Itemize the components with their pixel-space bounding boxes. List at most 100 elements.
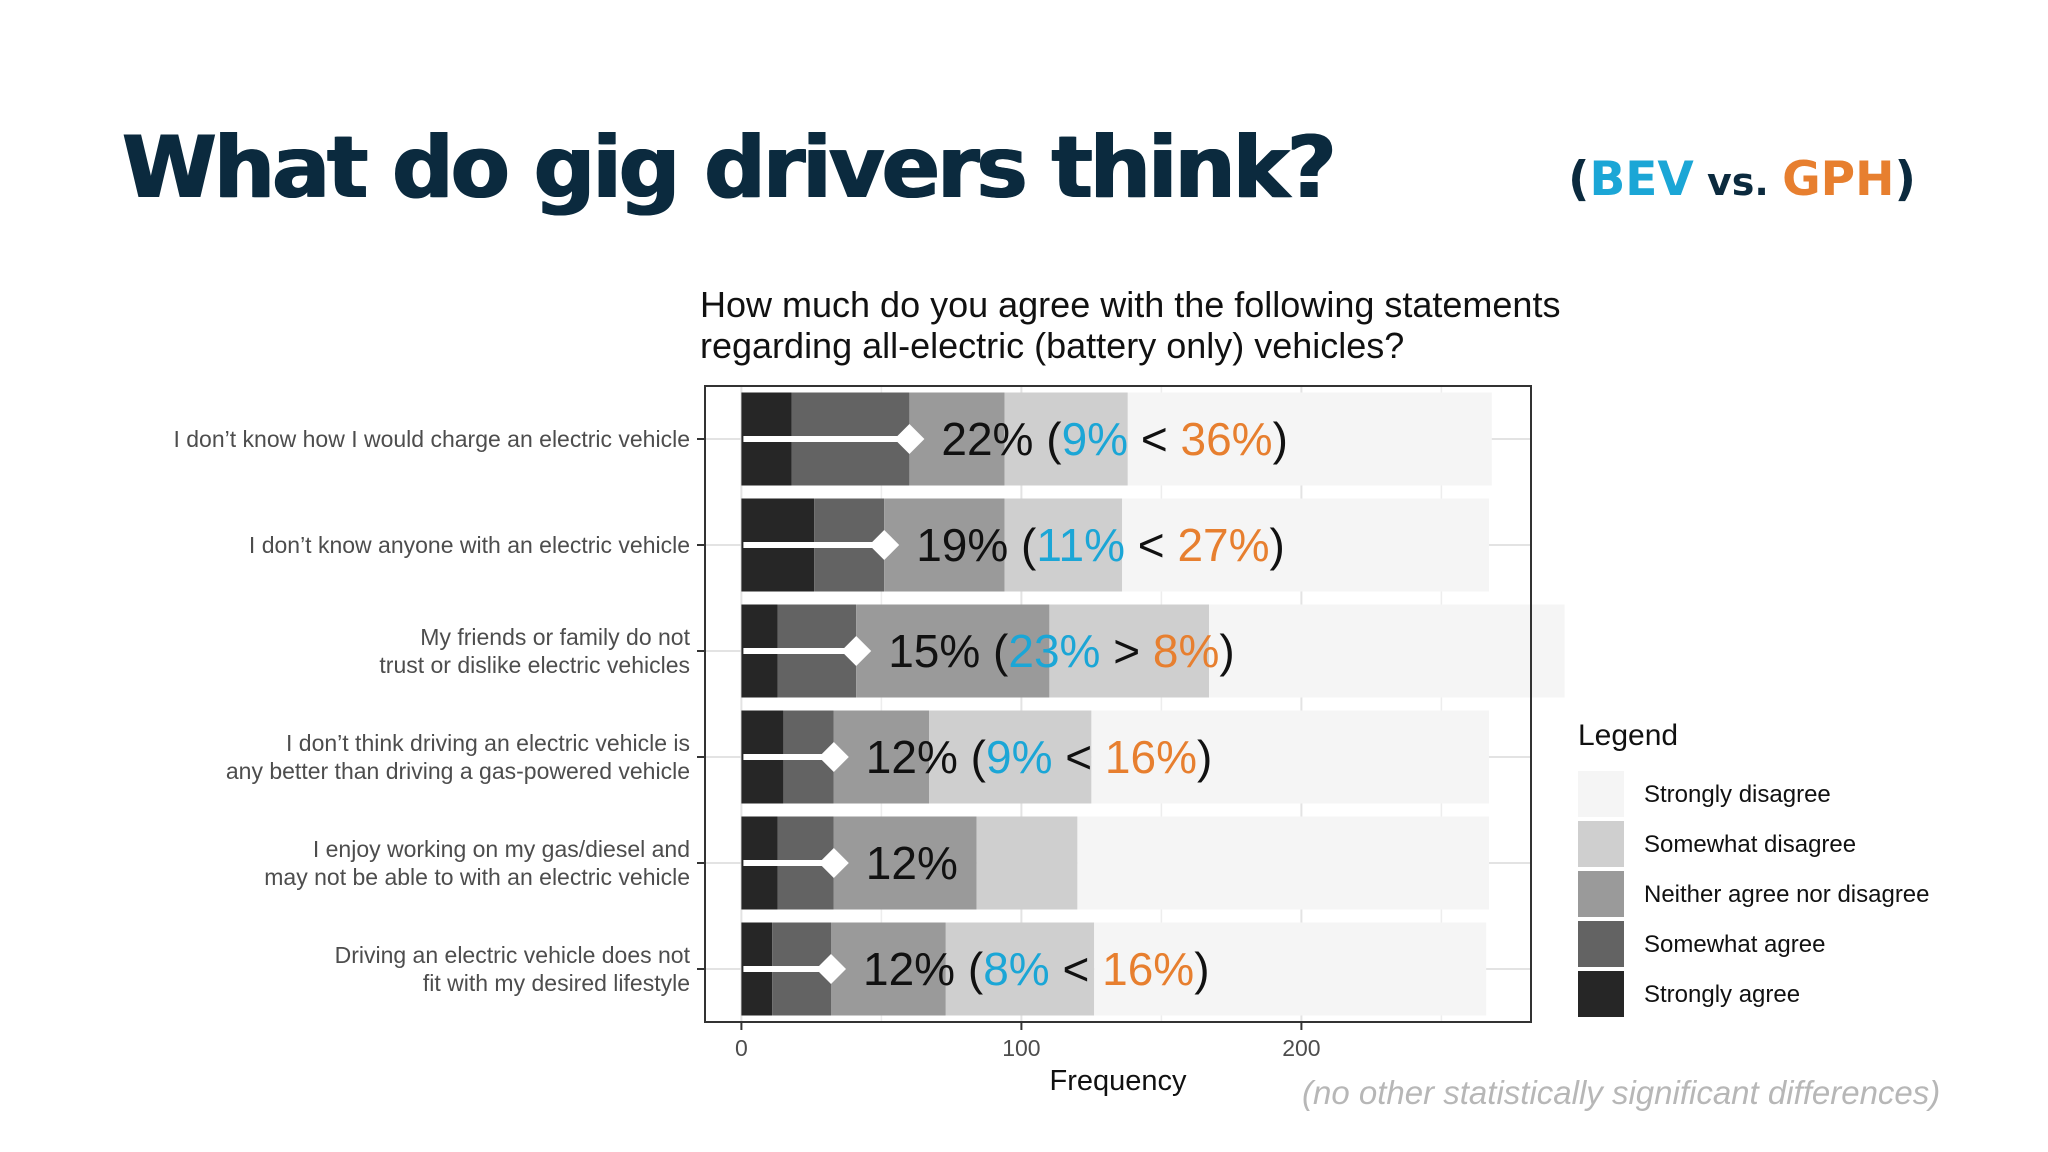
gph-percent-label: 16%: [1105, 731, 1197, 783]
gph-percent-label: 36%: [1181, 413, 1273, 465]
legend-label: Neither agree nor disagree: [1644, 881, 1930, 908]
annotation-paren: (: [1008, 519, 1037, 571]
gph-percent-label: 27%: [1177, 519, 1269, 571]
agree-marker: [818, 742, 849, 772]
bev-percent-label: 23%: [1008, 625, 1100, 677]
y-tick-label: I enjoy working on my gas/diesel and: [313, 836, 690, 862]
bar-segment: [976, 816, 1078, 910]
legend-swatch: [1578, 821, 1624, 867]
chart-title-line-2: regarding all-electric (battery only) ve…: [700, 325, 1405, 366]
bar-segment: [1004, 392, 1128, 486]
agree-marker: [869, 530, 900, 560]
agree-percent-label: 15%: [888, 625, 980, 677]
legend-title: Legend: [1578, 719, 1678, 752]
bar-segment: [909, 392, 1005, 486]
gph-percent-label: 8%: [1153, 625, 1219, 677]
compare-bev-label: BEV: [1589, 152, 1694, 207]
plot-panel: [705, 386, 1531, 1022]
compare-open-paren: (: [1568, 152, 1590, 207]
legend-label: Strongly agree: [1644, 981, 1800, 1008]
x-tick-label: 200: [1282, 1035, 1320, 1061]
bar-segment: [884, 498, 1005, 592]
bar-segment: [1091, 710, 1489, 804]
agree-marker: [818, 848, 849, 878]
bar-segment: [833, 710, 929, 804]
annotation-paren: (: [980, 625, 1009, 677]
compare-close-paren: ): [1894, 152, 1916, 207]
annotation-paren: ): [1194, 943, 1209, 995]
annotation-paren: ): [1273, 413, 1288, 465]
bar-annotation: 15% (23% > 8%): [888, 625, 1235, 677]
comparison-operator: <: [1052, 731, 1104, 783]
y-tick-label: may not be able to with an electric vehi…: [264, 864, 690, 890]
chart-title: How much do you agree with the following…: [700, 284, 1560, 366]
agree-marker: [894, 424, 925, 454]
bar-segment: [833, 816, 977, 910]
bev-percent-label: 9%: [1062, 413, 1128, 465]
bar-segment: [945, 922, 1095, 1016]
agree-percent-label: 22%: [941, 413, 1033, 465]
bar-segment: [1122, 498, 1489, 592]
y-tick-label: My friends or family do not: [420, 624, 690, 650]
legend-swatch: [1578, 921, 1624, 967]
agree-percent-label: 19%: [916, 519, 1008, 571]
agree-marker: [841, 636, 872, 666]
comparison-operator: >: [1100, 625, 1152, 677]
agree-percent-label: 12%: [866, 731, 958, 783]
comparison-key: (BEV vs. GPH): [1568, 152, 1916, 207]
bar-segment: [1094, 922, 1487, 1016]
y-tick-label: any better than driving a gas-powered ve…: [226, 758, 690, 784]
agree-percent-label: 12%: [863, 943, 955, 995]
x-tick-label: 100: [1002, 1035, 1040, 1061]
y-tick-label: I don’t know anyone with an electric veh…: [249, 532, 690, 558]
bar-annotation: 19% (11% < 27%): [916, 519, 1285, 571]
x-axis-title: Frequency: [1049, 1065, 1187, 1097]
bar-segment: [1077, 816, 1489, 910]
legend-swatch: [1578, 871, 1624, 917]
bar-annotation: 12% (9% < 16%): [866, 731, 1213, 783]
bar-segment: [831, 922, 946, 1016]
legend-swatch: [1578, 771, 1624, 817]
bar-annotation: 22% (9% < 36%): [941, 413, 1288, 465]
comparison-operator: <: [1050, 943, 1102, 995]
y-tick-label: trust or dislike electric vehicles: [379, 652, 690, 678]
bev-percent-label: 8%: [983, 943, 1049, 995]
annotation-paren: (: [955, 943, 984, 995]
legend-swatch: [1578, 971, 1624, 1017]
legend-label: Strongly disagree: [1644, 781, 1831, 808]
annotation-paren: ): [1219, 625, 1234, 677]
y-tick-label: fit with my desired lifestyle: [423, 970, 690, 996]
bar-segment: [1127, 392, 1492, 486]
x-tick-label: 0: [735, 1035, 748, 1061]
footnote: (no other statistically significant diff…: [1302, 1074, 1941, 1111]
bar-annotation: 12%: [866, 837, 958, 889]
bar-segment: [1209, 604, 1565, 698]
plot-border: [704, 385, 1532, 1023]
bar-segment: [1049, 604, 1209, 698]
annotation-paren: (: [1033, 413, 1062, 465]
y-tick-label: Driving an electric vehicle does not: [335, 942, 691, 968]
annotation-paren: (: [958, 731, 987, 783]
gph-percent-label: 16%: [1102, 943, 1194, 995]
bar-annotation: 12% (8% < 16%): [863, 943, 1210, 995]
chart-title-line-1: How much do you agree with the following…: [700, 284, 1561, 325]
bar-segment: [1004, 498, 1123, 592]
compare-vs-label: vs.: [1693, 160, 1783, 204]
agree-percent-label: 12%: [866, 837, 958, 889]
agree-marker: [816, 954, 846, 984]
page-title: What do gig drivers think?: [122, 118, 1337, 218]
y-tick-label: I don’t think driving an electric vehicl…: [286, 730, 690, 756]
bev-percent-label: 11%: [1036, 519, 1125, 571]
bev-percent-label: 9%: [986, 731, 1052, 783]
annotation-paren: ): [1197, 731, 1212, 783]
bar-segment: [929, 710, 1092, 804]
annotation-paren: ): [1270, 519, 1285, 571]
legend-label: Somewhat agree: [1644, 931, 1825, 958]
compare-gph-label: GPH: [1782, 152, 1895, 207]
bar-segment: [856, 604, 1050, 698]
comparison-operator: <: [1125, 519, 1177, 571]
y-tick-label: I don’t know how I would charge an elect…: [173, 426, 690, 452]
legend-label: Somewhat disagree: [1644, 831, 1856, 858]
comparison-operator: <: [1128, 413, 1180, 465]
